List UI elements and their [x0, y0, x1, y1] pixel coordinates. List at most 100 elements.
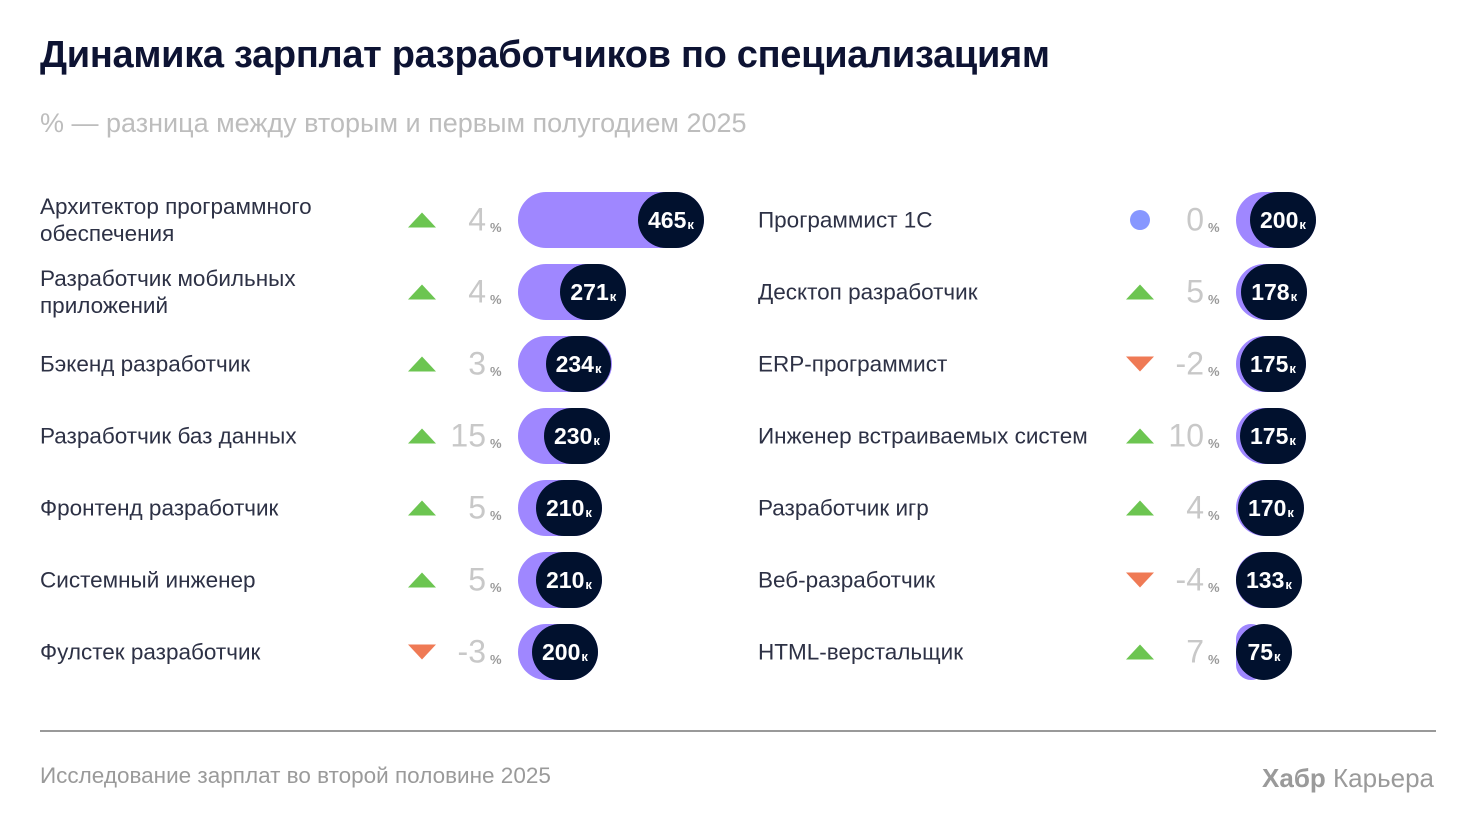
chart-subtitle: % — разница между вторым и первым полуго… — [40, 108, 747, 138]
chart-row: ERP-программист -2% 175 к — [758, 328, 1438, 400]
salary-unit: к — [1274, 648, 1281, 664]
trend-up-icon — [408, 356, 436, 372]
change-value: 3 — [468, 345, 486, 382]
chart-row: Разработчик мобильных приложений 4% 271 к — [40, 256, 720, 328]
change-value: -3 — [457, 633, 486, 670]
chart-row: Разработчик игр 4% 170 к — [758, 472, 1438, 544]
chart-row: Архитектор программного обеспечения 4% 465… — [40, 184, 720, 256]
salary-number: 175 — [1250, 422, 1289, 449]
salary-number: 230 — [554, 422, 593, 449]
trend-flat-icon — [1130, 210, 1150, 230]
salary-unit: к — [609, 288, 617, 304]
change-value: 4 — [468, 201, 486, 238]
change-value: -2 — [1175, 345, 1204, 382]
salary-value: 170 к — [1238, 480, 1304, 536]
row-label: Бэкенд разработчик — [40, 351, 251, 377]
salary-unit: к — [581, 648, 588, 664]
salary-number: 465 — [648, 206, 687, 233]
chart-row: Инженер встраиваемых систем 10% 175 к — [758, 400, 1438, 472]
salary-value: 75 к — [1236, 624, 1292, 680]
salary-unit: к — [1289, 432, 1296, 448]
percent-sign: % — [490, 580, 502, 595]
brand-rest: Карьера — [1333, 763, 1434, 793]
row-label: Веб-разработчик — [758, 567, 936, 593]
brand-logo: Хабр Карьера — [1262, 763, 1434, 794]
row-label: Фронтенд разработчик — [40, 495, 279, 521]
brand-bold: Хабр — [1262, 763, 1326, 793]
salary-number: 210 — [546, 494, 585, 521]
trend-up-icon — [1126, 500, 1154, 516]
salary-number: 210 — [546, 566, 585, 593]
salary-value: 210 к — [536, 552, 602, 608]
chart-row: Разработчик баз данных 15% 230 к — [40, 400, 720, 472]
row-label: ERP-программист — [758, 351, 948, 377]
trend-up-icon — [408, 428, 436, 444]
percent-sign: % — [1208, 364, 1220, 379]
trend-down-icon — [408, 644, 436, 660]
salary-value: 271 к — [560, 264, 627, 320]
salary-value: 175 к — [1240, 336, 1306, 392]
chart-row: Фулстек разработчик -3% 200 к — [40, 616, 720, 688]
salary-unit: к — [1287, 504, 1294, 520]
salary-number: 234 — [555, 350, 594, 377]
footer-divider — [40, 730, 1436, 732]
row-label: Системный инженер — [40, 567, 256, 593]
row-label: Фулстек разработчик — [40, 639, 261, 665]
salary-number: 175 — [1250, 350, 1289, 377]
salary-number: 75 — [1247, 638, 1274, 665]
salary-number: 170 — [1248, 494, 1287, 521]
salary-value: 133 к — [1236, 552, 1302, 608]
salary-unit: к — [687, 216, 694, 232]
percent-sign: % — [1208, 292, 1220, 307]
percent-sign: % — [1208, 220, 1220, 235]
change-value: 4 — [468, 273, 486, 310]
row-label: Архитектор программного обеспечения — [40, 194, 312, 246]
change-value: 0 — [1186, 201, 1204, 238]
salary-unit: к — [593, 432, 600, 448]
salary-unit: к — [1299, 216, 1306, 232]
salary-number: 133 — [1246, 566, 1285, 593]
salary-unit: к — [585, 504, 592, 520]
percent-sign: % — [1208, 508, 1220, 523]
percent-sign: % — [490, 220, 502, 235]
chart-row: Веб-разработчик -4% 133 к — [758, 544, 1438, 616]
change-value: 7 — [1186, 633, 1204, 670]
trend-up-icon — [408, 572, 436, 588]
chart-row: Десктоп разработчик 5% 178 к — [758, 256, 1438, 328]
salary-number: 200 — [1260, 206, 1299, 233]
chart-title: Динамика зарплат разработчиков по специа… — [40, 34, 1050, 76]
change-value: 10 — [1168, 417, 1204, 454]
chart-row: Бэкенд разработчик 3% 234 к — [40, 328, 720, 400]
change-value: -4 — [1175, 561, 1204, 598]
percent-sign: % — [490, 364, 502, 379]
chart-row: HTML-верстальщик 7% 75 к — [758, 616, 1438, 688]
salary-unit: к — [1285, 576, 1292, 592]
percent-sign: % — [1208, 580, 1220, 595]
trend-up-icon — [408, 212, 436, 228]
salary-unit: к — [1290, 288, 1298, 304]
salary-value: 200 к — [532, 624, 598, 680]
salary-value: 234 к — [545, 336, 612, 392]
salary-unit: к — [1289, 360, 1296, 376]
chart-row: Фронтенд разработчик 5% 210 к — [40, 472, 720, 544]
salary-value: 210 к — [536, 480, 602, 536]
row-label: Разработчик игр — [758, 495, 929, 521]
trend-up-icon — [408, 500, 436, 516]
salary-number: 271 — [570, 278, 609, 305]
salary-value: 178 к — [1241, 264, 1308, 320]
change-value: 5 — [468, 489, 486, 526]
salary-number: 178 — [1251, 278, 1290, 305]
trend-down-icon — [1126, 572, 1154, 588]
change-value: 15 — [450, 417, 486, 454]
row-label: Десктоп разработчик — [758, 279, 978, 305]
salary-number: 200 — [542, 638, 581, 665]
source-note: Исследование зарплат во второй половине … — [40, 763, 551, 788]
percent-sign: % — [490, 292, 502, 307]
row-label: Разработчик мобильных приложений — [40, 266, 296, 318]
percent-sign: % — [490, 508, 502, 523]
row-label: HTML-верстальщик — [758, 639, 964, 665]
salary-unit: к — [594, 360, 602, 376]
trend-up-icon — [1126, 644, 1154, 660]
percent-sign: % — [490, 436, 502, 451]
trend-up-icon — [408, 284, 436, 300]
